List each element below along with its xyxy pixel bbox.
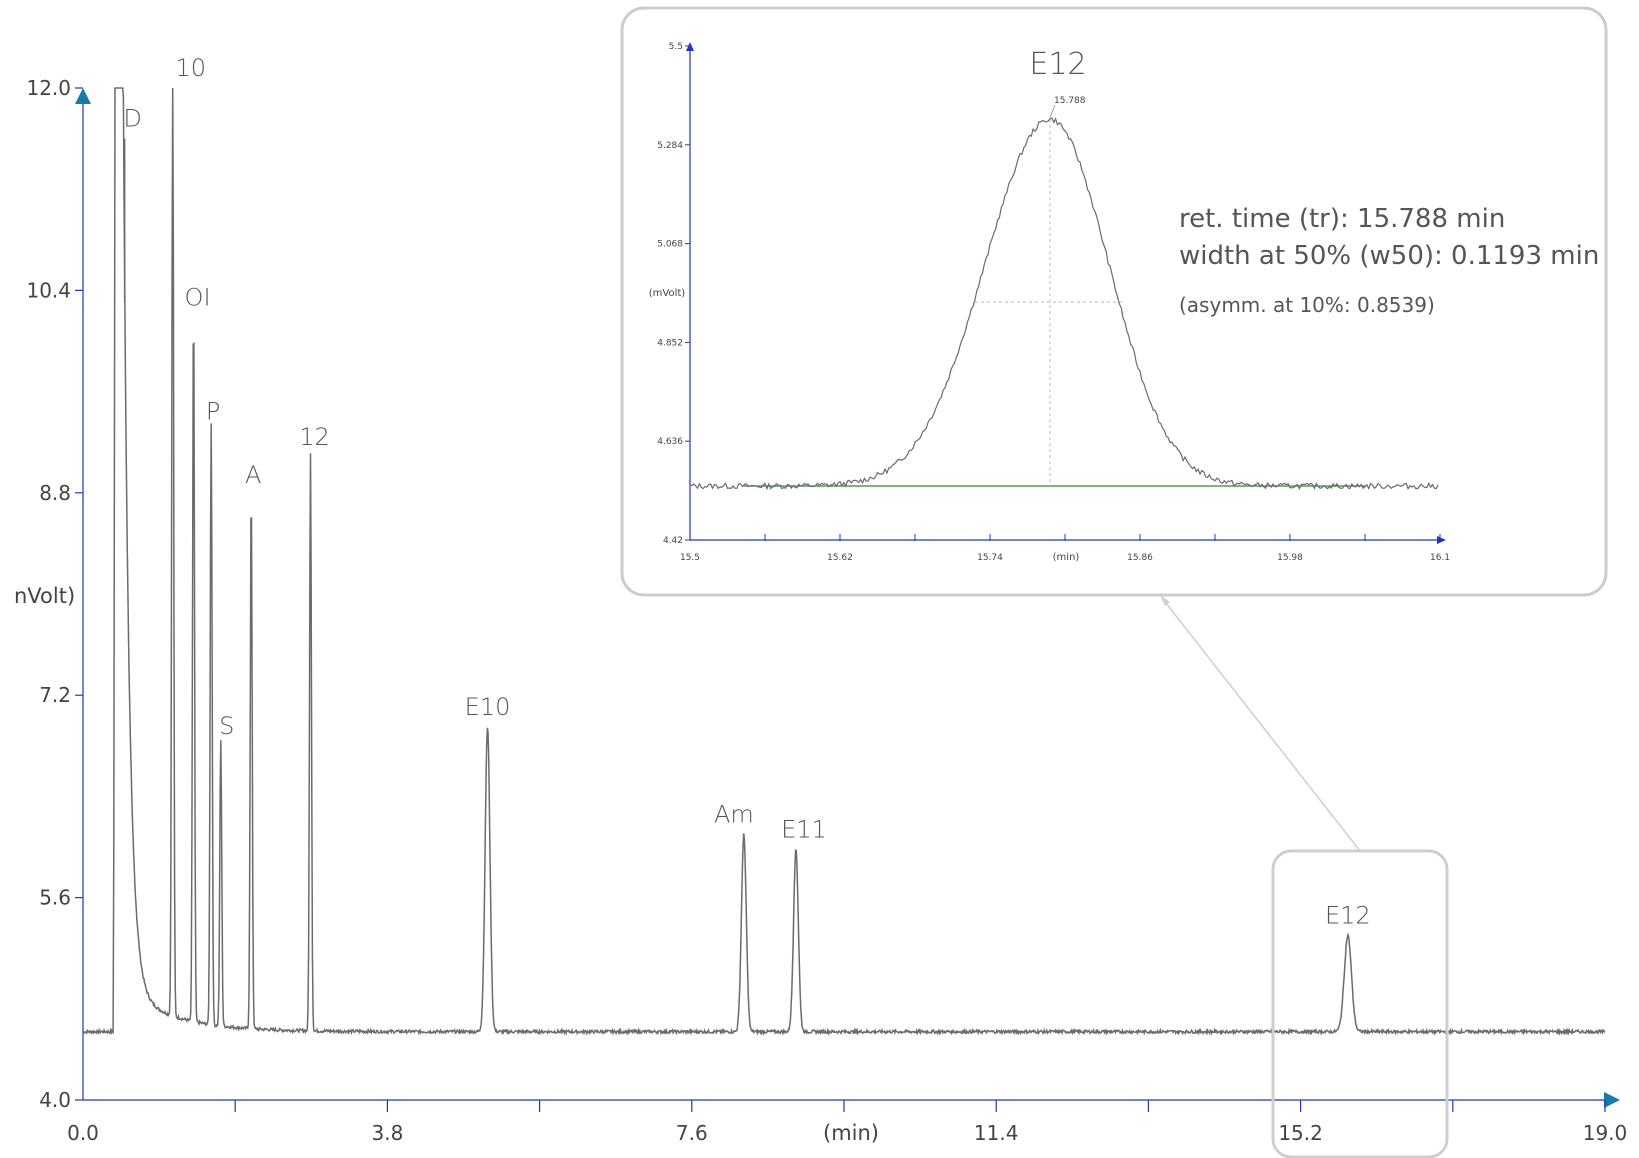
inset-y-tick-label: 5.5 <box>669 42 683 52</box>
main-y-tick-label: 7.2 <box>39 683 71 707</box>
main-x-tick-label: 0.0 <box>67 1121 99 1145</box>
main-y-tick-label: 4.0 <box>39 1088 71 1112</box>
main-y-axis-label: nVolt) <box>14 584 75 608</box>
inset-y-tick-label: 5.284 <box>657 141 683 151</box>
inset-y-axis-label: (mVolt) <box>649 288 686 299</box>
zoom-connector-line <box>1161 597 1361 852</box>
peak-label: OI <box>185 284 211 312</box>
main-y-tick-label: 12.0 <box>26 76 71 100</box>
inset-peak-leader <box>1049 105 1056 118</box>
main-y-axis-arrow <box>75 88 91 104</box>
peak-label: A <box>245 461 261 489</box>
inset-x-tick-label: 15.5 <box>680 553 700 563</box>
peak-label: 12 <box>299 423 330 451</box>
main-x-axis-arrow <box>1604 1092 1620 1108</box>
main-y-tick-label: 5.6 <box>39 886 71 910</box>
retention-time-text: ret. time (tr): 15.788 min <box>1179 204 1505 234</box>
width-50-text: width at 50% (w50): 0.1193 min <box>1179 241 1599 271</box>
inset-title: E12 <box>1029 47 1086 82</box>
inset-y-tick-label: 4.636 <box>657 437 683 447</box>
inset-peak-detail: 4.42 4.636 4.852 5.068 5.284 5.5 15.5 15.62 15.7… <box>620 6 1608 597</box>
inset-y-tick-label: 4.42 <box>663 536 683 546</box>
peak-label: P <box>206 398 220 426</box>
main-x-tick-label: 11.4 <box>974 1121 1019 1145</box>
inset-peak-time-label: 15.788 <box>1054 96 1086 106</box>
peak-label: Am <box>714 800 754 828</box>
main-y-tick-label: 10.4 <box>26 278 71 302</box>
inset-panel <box>620 6 1608 597</box>
zoom-region-box <box>1271 849 1449 1158</box>
peak-label: E12 <box>1325 902 1371 930</box>
inset-y-tick-label: 4.852 <box>657 338 683 348</box>
inset-x-tick-label: 16.1 <box>1430 553 1450 563</box>
peak-label: D <box>123 105 141 133</box>
inset-x-tick-label: 15.86 <box>1127 553 1153 563</box>
main-x-axis-label: (min) <box>823 1121 879 1145</box>
inset-x-axis-label: (min) <box>1053 552 1080 563</box>
main-x-tick-label: 7.6 <box>676 1121 708 1145</box>
inset-x-tick-label: 15.74 <box>977 553 1003 563</box>
main-x-tick-label: 15.2 <box>1278 1121 1323 1145</box>
main-y-tick-label: 8.8 <box>39 481 71 505</box>
main-x-tick-label: 19.0 <box>1583 1121 1628 1145</box>
main-chromatogram: 4.0 5.6 7.2 8.8 10.4 12.0 0.0 3.8 7.6 11.4 15.2 19.… <box>14 54 1628 1158</box>
peak-label: S <box>219 712 234 740</box>
inset-x-tick-label: 15.98 <box>1277 553 1303 563</box>
inset-y-tick-label: 5.068 <box>657 240 683 250</box>
asymmetry-text: (asymm. at 10%: 0.8539) <box>1179 293 1435 317</box>
inset-trace-line <box>689 117 1439 491</box>
peak-label: E10 <box>465 693 511 721</box>
main-x-tick-label: 3.8 <box>371 1121 403 1145</box>
zoom-connector-arrow <box>1160 595 1170 606</box>
main-trace-line <box>82 87 1606 1037</box>
inset-x-axis-arrow <box>1437 536 1446 544</box>
peak-label: 10 <box>175 54 206 82</box>
inset-x-tick-label: 15.62 <box>827 553 853 563</box>
peak-label: E11 <box>781 816 827 844</box>
